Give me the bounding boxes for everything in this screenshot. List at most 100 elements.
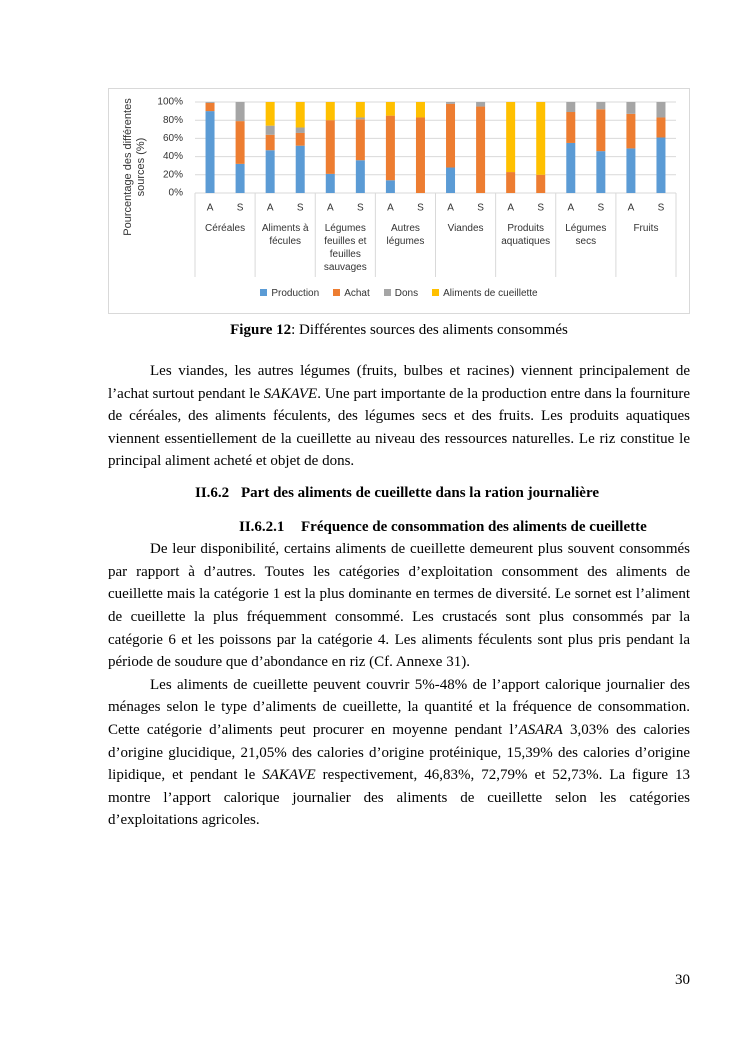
bar-segment	[476, 102, 486, 107]
heading-number: II.6.2.1	[239, 518, 285, 535]
bar-segment	[325, 102, 335, 121]
x-tick-label: A	[207, 203, 214, 214]
bar-segment	[295, 132, 305, 146]
bar-segment	[415, 102, 425, 118]
legend-swatch	[260, 289, 268, 296]
legend-item: Production	[260, 288, 319, 299]
legend-label: Achat	[344, 288, 370, 299]
group-label: Produits aquatiques	[501, 223, 551, 247]
bar-segment	[325, 173, 335, 193]
paragraph: De leur disponibilité, certains aliments…	[108, 538, 690, 674]
text-run: ASARA	[518, 721, 563, 738]
y-tick-label: 20%	[163, 169, 183, 180]
bar-segment	[566, 112, 576, 143]
x-tick-label: A	[507, 203, 514, 214]
bar-segment	[506, 172, 516, 193]
bar-segment	[476, 106, 486, 193]
heading-title: Fréquence de consommation des aliments d…	[301, 518, 647, 535]
group-label: Autres légumes	[386, 223, 425, 247]
bar-segment	[566, 142, 576, 193]
bar-segment	[385, 115, 395, 181]
bar-segment	[656, 117, 666, 138]
caption-label: Figure 12	[230, 322, 292, 338]
heading-number: II.6.2	[195, 484, 230, 501]
page-number: 30	[675, 972, 690, 988]
figure-caption: Figure 12: Différentes sources des alime…	[108, 322, 690, 339]
chart: 0% 20% 40% 60% 80% 100% A S A S A S A S A S A S A S A S	[108, 88, 690, 314]
x-tick-label: S	[417, 203, 424, 214]
text-run: respectivement, 46,83%, 72,79% et 52,73%…	[108, 767, 690, 829]
bar-segment	[656, 102, 666, 118]
x-tick-label: S	[537, 203, 544, 214]
caption-text: : Différentes sources des aliments conso…	[291, 322, 568, 338]
subheading: II.6.2.1 Fréquence de consommation des al…	[108, 516, 690, 539]
bar-segment	[506, 102, 516, 173]
bar-segment	[355, 117, 365, 120]
bar-segment	[596, 151, 606, 193]
bar-segment	[235, 163, 245, 193]
group-label: Légumes secs	[565, 223, 607, 247]
y-tick-label: 0%	[169, 188, 184, 199]
x-tick-label: A	[327, 203, 334, 214]
legend-item: Dons	[383, 288, 419, 299]
heading-title: Part des aliments de cueillette dans la …	[241, 484, 600, 501]
paragraph: Les viandes, les autres légumes (fruits,…	[108, 360, 690, 473]
x-tick-label: S	[658, 203, 665, 214]
text-run: 3,03% des calories d’origine glucidique,…	[108, 721, 690, 784]
bar-segment	[446, 167, 456, 193]
legend: Production Achat Dons Aliments de cueillett…	[108, 288, 690, 299]
y-tick-label: 40%	[163, 151, 183, 162]
bar-segment	[265, 102, 275, 126]
text-run: De leur disponibilité, certains aliments…	[108, 541, 690, 671]
legend-label: Aliments de cueillette	[443, 288, 538, 299]
group-label: Fruits	[633, 223, 659, 234]
bar-segment	[325, 120, 335, 174]
bar-segment	[355, 119, 365, 161]
bar-segment	[235, 102, 245, 122]
bar-segment	[566, 102, 576, 113]
bar-segment	[295, 102, 305, 128]
y-axis-title: Pourcentage des différentes sources (%)	[122, 98, 147, 236]
bar-segment	[355, 102, 365, 118]
bar-segment	[385, 180, 395, 193]
x-tick-label: A	[567, 203, 574, 214]
bar-segment	[385, 102, 395, 116]
text-run: SAKAVE	[263, 385, 318, 402]
bar-segment	[295, 145, 305, 193]
legend-swatch	[333, 289, 341, 296]
text-run: Les aliments de cueillette peuvent couvr…	[108, 676, 690, 738]
x-tick-label: A	[628, 203, 635, 214]
legend-label: Dons	[394, 288, 419, 299]
x-tick-label: A	[447, 203, 454, 214]
x-tick-label: A	[387, 203, 394, 214]
bar-segment	[265, 134, 275, 151]
x-tick-label: S	[477, 203, 484, 214]
y-tick-label: 80%	[163, 115, 183, 126]
bar-segment	[265, 150, 275, 193]
legend-swatch	[383, 289, 391, 296]
bar-segment	[626, 102, 636, 114]
paragraph: Les aliments de cueillette peuvent couvr…	[108, 674, 690, 832]
bar-segment	[656, 137, 666, 193]
bar-segment	[205, 102, 215, 103]
legend-label: Production	[271, 288, 320, 299]
text-run: Les viandes, les autres légumes (fruits,…	[108, 363, 690, 402]
x-tick-label: S	[237, 203, 244, 214]
legend-item: Achat	[333, 288, 370, 299]
legend-item: Aliments de cueillette	[432, 288, 538, 299]
bar-segment	[596, 109, 606, 152]
bar-segment	[415, 117, 425, 193]
bar-segment	[205, 111, 215, 193]
legend-swatch	[432, 289, 440, 296]
y-tick-label: 100%	[157, 97, 183, 108]
bar-segment	[536, 102, 546, 175]
bar-segment	[235, 121, 245, 164]
bar-segment	[596, 102, 606, 110]
heading: II.6.2 Part des aliments de cueillette da…	[108, 482, 690, 505]
x-tick-label: S	[297, 203, 304, 214]
bar-segment	[626, 148, 636, 193]
text-run: SAKAVE	[262, 767, 316, 784]
group-label: Légumes feuilles et feuilles sauvages	[323, 223, 367, 273]
group-label: Viandes	[447, 223, 484, 234]
